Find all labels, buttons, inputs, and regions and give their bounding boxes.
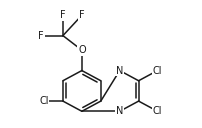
Text: F: F xyxy=(60,10,65,20)
Text: F: F xyxy=(79,10,84,20)
Text: N: N xyxy=(115,106,123,116)
Text: Cl: Cl xyxy=(152,66,161,76)
Text: N: N xyxy=(115,66,123,76)
Text: Cl: Cl xyxy=(152,106,161,116)
Text: F: F xyxy=(38,31,44,41)
Text: Cl: Cl xyxy=(39,96,48,106)
Text: O: O xyxy=(78,45,85,55)
